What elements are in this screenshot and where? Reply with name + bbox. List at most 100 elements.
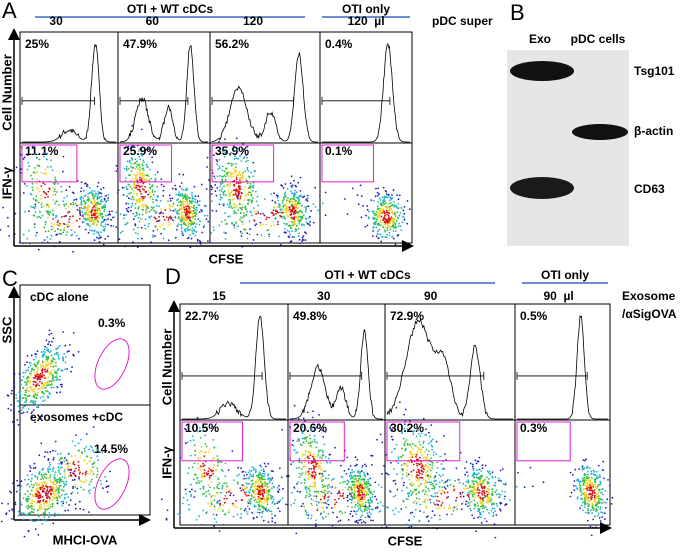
axis-label: Cell Number bbox=[0, 54, 14, 131]
event-dot bbox=[304, 465, 307, 468]
event-dot bbox=[313, 491, 316, 493]
event-dot bbox=[417, 448, 420, 451]
event-dot bbox=[47, 195, 49, 198]
event-dot bbox=[72, 201, 75, 204]
event-dot bbox=[248, 469, 251, 472]
event-dot bbox=[261, 506, 264, 509]
event-dot bbox=[398, 194, 401, 197]
event-dot bbox=[257, 504, 260, 506]
event-dot bbox=[301, 444, 303, 447]
event-dot bbox=[257, 212, 260, 215]
event-dot bbox=[186, 227, 189, 230]
event-dot bbox=[19, 399, 22, 402]
event-dot bbox=[272, 498, 275, 501]
event-dot bbox=[48, 340, 51, 343]
event-dot bbox=[32, 197, 35, 200]
event-dot bbox=[406, 222, 409, 225]
event-dot bbox=[233, 198, 235, 200]
event-dot bbox=[177, 194, 180, 197]
event-dot bbox=[211, 425, 214, 428]
event-dot bbox=[26, 355, 29, 357]
event-dot bbox=[203, 492, 206, 495]
event-dot bbox=[227, 469, 230, 471]
event-dot bbox=[290, 175, 293, 178]
event-dot bbox=[148, 148, 150, 151]
event-dot bbox=[317, 462, 320, 465]
event-dot bbox=[232, 175, 235, 178]
event-dot bbox=[238, 192, 241, 195]
event-dot bbox=[304, 509, 307, 512]
event-dot bbox=[52, 337, 55, 340]
event-dot bbox=[382, 186, 385, 189]
event-dot bbox=[351, 477, 354, 480]
event-dot bbox=[469, 485, 471, 487]
event-dot bbox=[440, 504, 443, 506]
event-dot bbox=[104, 223, 107, 226]
event-dot bbox=[386, 223, 389, 225]
event-dot bbox=[62, 331, 64, 333]
event-dot bbox=[224, 462, 227, 465]
event-dot bbox=[242, 148, 245, 150]
event-dot bbox=[317, 490, 320, 493]
event-dot bbox=[360, 509, 362, 511]
event-dot bbox=[123, 217, 125, 220]
event-dot bbox=[371, 508, 373, 511]
event-dot bbox=[38, 165, 41, 168]
event-dot bbox=[22, 242, 24, 245]
event-dot bbox=[367, 499, 370, 501]
event-dot bbox=[253, 210, 256, 213]
event-dot bbox=[207, 240, 209, 242]
event-dot bbox=[348, 493, 351, 496]
event-dot bbox=[307, 478, 310, 480]
event-dot bbox=[195, 206, 198, 209]
event-dot bbox=[493, 507, 496, 510]
event-dot bbox=[180, 213, 183, 216]
event-dot bbox=[582, 484, 585, 486]
event-dot bbox=[311, 471, 314, 473]
event-dot bbox=[246, 505, 249, 508]
event-dot bbox=[427, 515, 429, 518]
event-dot bbox=[258, 500, 260, 503]
event-dot bbox=[594, 515, 596, 518]
event-dot bbox=[320, 501, 323, 504]
event-dot bbox=[57, 378, 59, 381]
event-dot bbox=[266, 501, 269, 504]
event-dot bbox=[327, 457, 330, 460]
event-dot bbox=[403, 427, 406, 430]
event-dot bbox=[290, 190, 292, 193]
event-dot bbox=[351, 491, 354, 494]
event-dot bbox=[278, 510, 281, 513]
event-dot bbox=[297, 196, 300, 199]
event-dot bbox=[202, 465, 205, 468]
event-dot bbox=[239, 487, 242, 490]
event-dot bbox=[590, 477, 593, 479]
event-dot bbox=[224, 138, 226, 141]
event-dot bbox=[387, 473, 390, 476]
event-dot bbox=[86, 206, 88, 209]
event-dot bbox=[216, 163, 219, 166]
event-dot bbox=[267, 229, 270, 231]
event-dot bbox=[150, 241, 153, 244]
event-dot bbox=[412, 447, 414, 450]
event-dot bbox=[256, 233, 259, 236]
event-dot bbox=[205, 511, 208, 513]
event-dot bbox=[365, 214, 367, 217]
event-dot bbox=[283, 231, 286, 234]
event-dot bbox=[175, 193, 178, 196]
event-dot bbox=[406, 498, 409, 500]
event-dot bbox=[414, 500, 416, 502]
event-dot bbox=[346, 499, 349, 502]
event-dot bbox=[41, 382, 43, 385]
event-dot bbox=[47, 376, 50, 379]
event-dot bbox=[293, 216, 295, 219]
event-dot bbox=[185, 214, 187, 217]
event-dot bbox=[245, 208, 248, 211]
event-dot bbox=[53, 188, 56, 191]
event-dot bbox=[571, 474, 574, 476]
event-dot bbox=[327, 513, 330, 515]
event-dot bbox=[201, 474, 204, 477]
event-dot bbox=[27, 369, 30, 371]
event-dot bbox=[215, 194, 218, 197]
event-dot bbox=[93, 190, 96, 193]
event-dot bbox=[213, 175, 216, 178]
